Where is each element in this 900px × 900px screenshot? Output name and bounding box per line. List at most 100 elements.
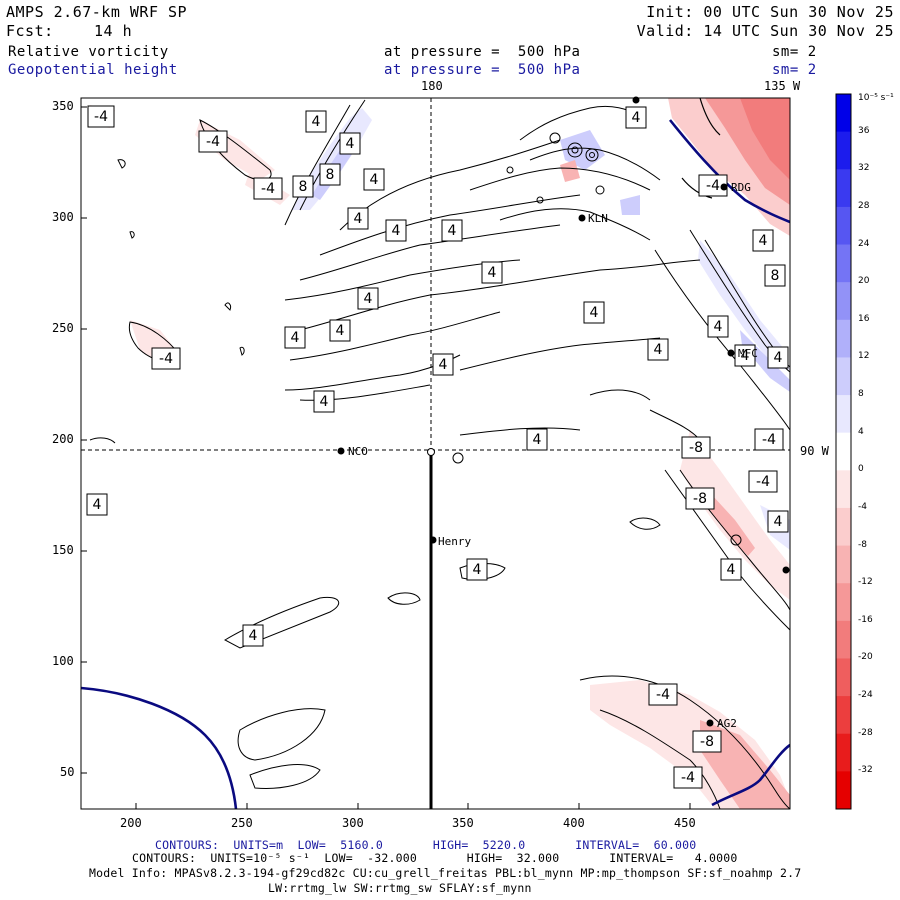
- svg-text:4: 4: [759, 233, 768, 249]
- contour-label: -4: [698, 174, 728, 197]
- colorbar-swatch: [836, 658, 851, 697]
- contours-height-info: CONTOURS: UNITS=m LOW= 5160.0 HIGH= 5220…: [155, 838, 697, 852]
- contour-label-group: -4 4 4 -4 -4 8 8 4 4 4 4 4 4 4 4 4 4 4 -…: [86, 105, 789, 789]
- contour-label: 4: [242, 624, 264, 647]
- colorbar-swatch: [836, 620, 851, 659]
- colorbar-swatch: [836, 94, 851, 133]
- plot-frame: [80, 97, 791, 810]
- contour-line: [387, 592, 421, 605]
- contour-line: [117, 159, 126, 169]
- meridian-135w-label: 135 W: [764, 79, 801, 93]
- contour-label: 4: [313, 390, 335, 413]
- svg-text:8: 8: [299, 179, 308, 195]
- contour-line: [249, 764, 321, 789]
- colorbar-swatch: [836, 282, 851, 321]
- svg-text:4: 4: [774, 350, 783, 366]
- contour-label: 4: [329, 319, 351, 342]
- svg-text:-4: -4: [706, 178, 720, 194]
- contour-label: 4: [432, 353, 454, 376]
- contour-line: [499, 208, 651, 241]
- contour-ring: [730, 534, 742, 546]
- station-dot-henry: [429, 536, 437, 544]
- meridian-90w-label: 90 W: [800, 444, 829, 458]
- contour-line: [129, 231, 135, 239]
- svg-text:4: 4: [93, 497, 102, 513]
- field2-smoothing: sm= 2: [772, 62, 817, 78]
- svg-text:4: 4: [364, 291, 373, 307]
- svg-text:-8: -8: [700, 734, 714, 750]
- svg-text:-8: -8: [689, 440, 703, 456]
- init-time: Init: 00 UTC Sun 30 Nov 25: [646, 3, 894, 21]
- contour-line: [299, 224, 561, 281]
- contour-ring: [549, 132, 561, 144]
- height-contour-sw: [81, 686, 238, 809]
- height-contour-ne: [668, 119, 790, 224]
- contour-ring: [585, 148, 599, 162]
- contour-label: 4: [363, 168, 385, 191]
- colorbar-tick-label: -28: [858, 727, 873, 738]
- station-label-nco: NCO: [348, 445, 368, 458]
- colorbar-tick-label: 8: [858, 389, 864, 400]
- contour-label: 8: [292, 175, 314, 198]
- contour-line: [223, 596, 340, 649]
- colorbar-tick-label: 4: [858, 426, 864, 437]
- meridian-180-label: 180: [421, 79, 443, 93]
- contour-ring: [571, 146, 579, 154]
- colorbar-tick-label: 24: [858, 238, 870, 249]
- colorbar-swatch: [836, 395, 851, 434]
- contour-label: 4: [720, 558, 742, 581]
- contour-label: 4: [441, 219, 463, 242]
- contour-label: -8: [685, 487, 715, 510]
- x-tick-label: 250: [231, 816, 253, 830]
- x-tick-label: 300: [342, 816, 364, 830]
- station-dot-kln: [578, 214, 586, 222]
- colorbar-swatch: [836, 206, 851, 246]
- colorbar-swatches: [836, 94, 851, 810]
- contour-label: 4: [339, 132, 361, 155]
- contour-line: [289, 311, 501, 361]
- colorbar-tick-label: -4: [858, 501, 867, 512]
- field2-name: Geopotential height: [8, 62, 178, 78]
- neg-vorticity-core-se: [700, 720, 790, 809]
- colorbar-frame: [835, 93, 852, 810]
- contour-label: 4: [625, 106, 647, 129]
- neg-vorticity-band-e: [680, 430, 790, 600]
- forecast-hour: 14 h: [94, 22, 133, 40]
- contour-line: [339, 139, 561, 231]
- contour-ring: [506, 166, 514, 174]
- colorbar-tick-label: -32: [858, 765, 873, 776]
- contour-label: -4: [253, 177, 283, 200]
- contour-label: -4: [754, 428, 784, 451]
- contour-label: 4: [481, 261, 503, 284]
- svg-text:-4: -4: [159, 351, 173, 367]
- svg-text:4: 4: [249, 628, 258, 644]
- contour-label: 4: [752, 229, 774, 252]
- contour-label: 4: [347, 207, 369, 230]
- model-info-line2: LW:rrtmg_lw SW:rrtmg_sw SFLAY:sf_mynn: [268, 881, 532, 895]
- contour-label: -4: [673, 766, 703, 789]
- contour-label: 4: [767, 510, 789, 533]
- svg-text:4: 4: [392, 223, 401, 239]
- contour-line: [589, 389, 651, 401]
- contour-line: [681, 177, 713, 199]
- contour-label: 4: [466, 558, 488, 581]
- contour-line: [89, 437, 116, 444]
- contour-label: -4: [87, 105, 115, 128]
- contour-line: [469, 167, 651, 191]
- colorbar-tick-label: 20: [858, 276, 870, 287]
- forecast-label: Fcst:: [6, 22, 54, 40]
- contour-label: 4: [284, 326, 306, 349]
- contour-label: -8: [692, 730, 722, 753]
- colorbar-unit: 10⁻⁵ s⁻¹: [858, 93, 894, 103]
- colorbar-tick-label: 32: [858, 163, 870, 174]
- colorbar-tick-label: -16: [858, 614, 873, 625]
- svg-text:-4: -4: [261, 181, 275, 197]
- svg-text:8: 8: [771, 268, 780, 284]
- contour-label: 4: [526, 428, 548, 451]
- station-label-ag2: AG2: [717, 717, 737, 730]
- svg-text:-4: -4: [206, 134, 220, 150]
- field2-level: at pressure = 500 hPa: [384, 62, 581, 78]
- x-tick-label: 200: [120, 816, 142, 830]
- contour-ring: [567, 142, 583, 158]
- model-title: AMPS 2.67-km WRF SP: [6, 3, 188, 21]
